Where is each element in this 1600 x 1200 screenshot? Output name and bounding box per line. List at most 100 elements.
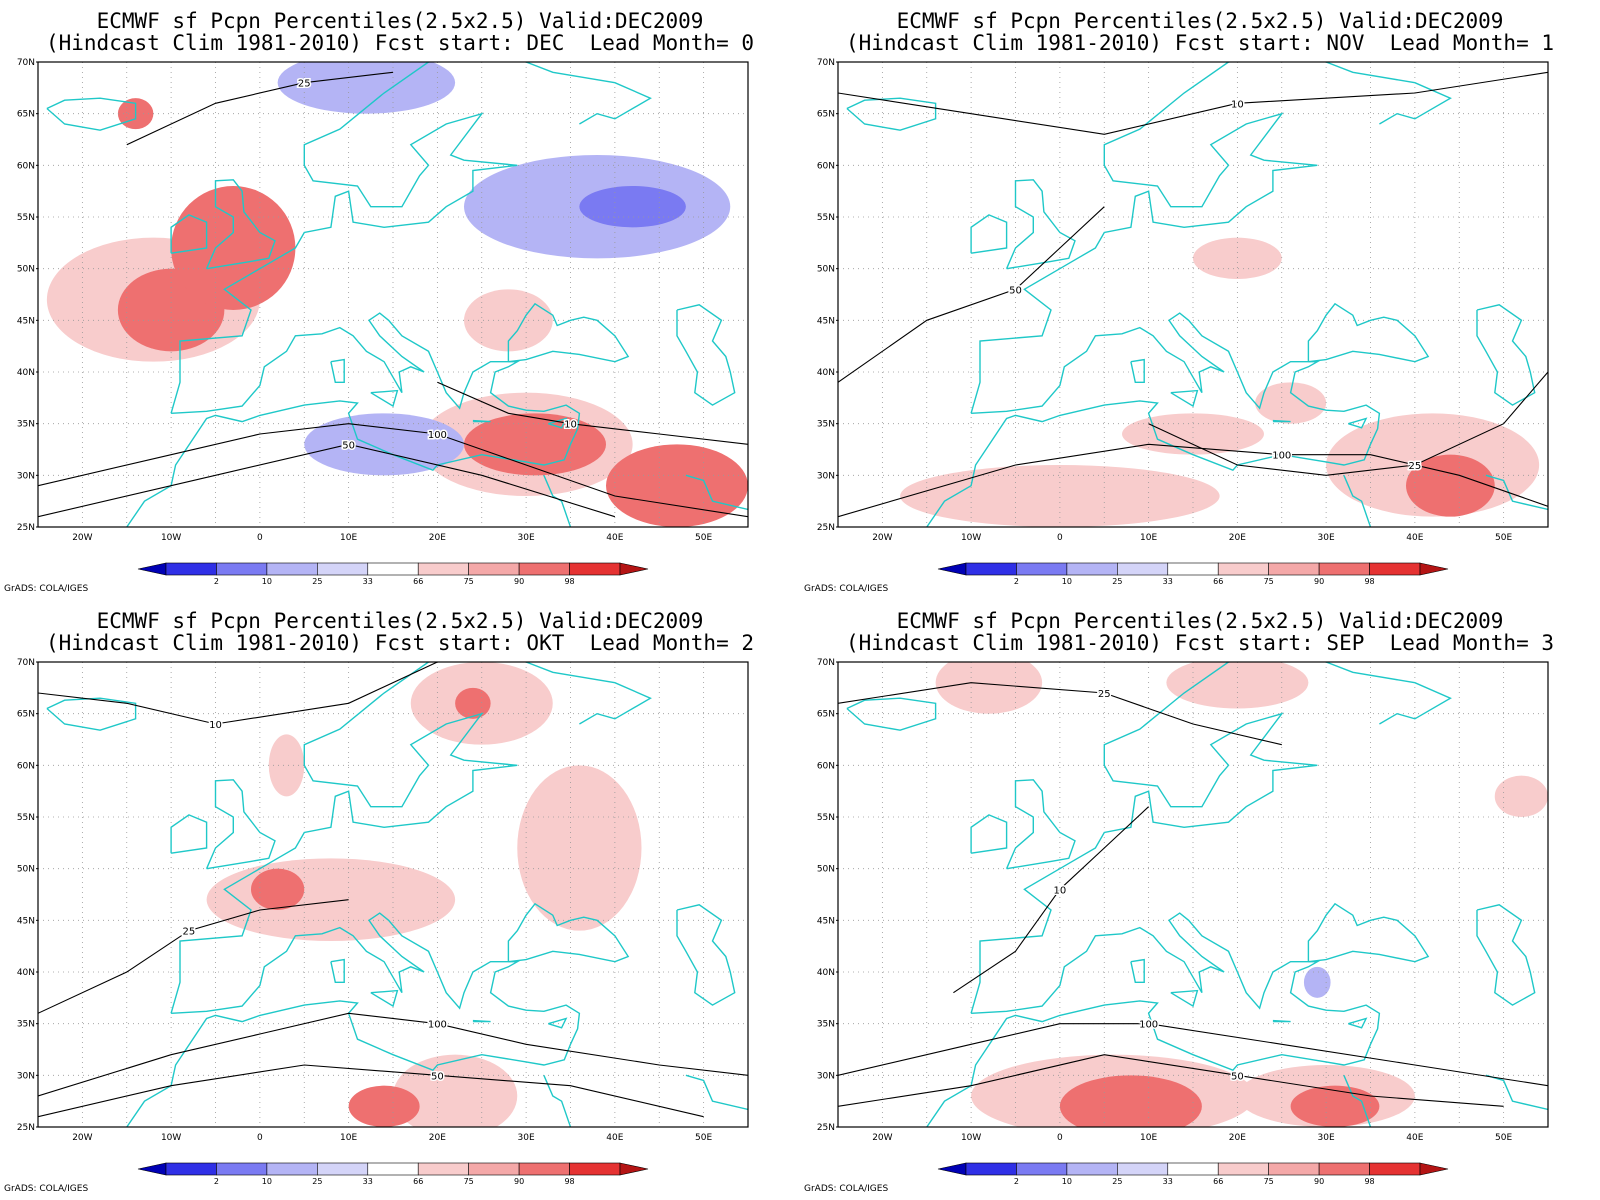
latitude-label: 70N — [817, 658, 835, 668]
coastline — [846, 697, 937, 731]
latitude-label: 65N — [17, 110, 35, 120]
colorbar-swatch — [1167, 1162, 1219, 1176]
coastline — [1476, 304, 1536, 406]
coastline — [472, 1019, 491, 1023]
latitude-label: 60N — [817, 761, 835, 771]
coastline — [1307, 302, 1430, 363]
coastline — [1343, 1075, 1372, 1127]
latitude-label: 40N — [17, 368, 35, 378]
percentile-shading — [1166, 662, 1309, 709]
colorbar-swatch — [417, 1162, 469, 1176]
colorbar-swatch — [1217, 562, 1269, 576]
percentile-shading — [935, 662, 1043, 714]
contour-label: 10 — [1054, 885, 1067, 896]
coastline — [1272, 1019, 1291, 1023]
hindcast-contour — [838, 1023, 1548, 1087]
coastline — [370, 389, 399, 408]
grads-credit: GrADS: COLA/IGES — [804, 584, 889, 594]
hindcast-contour — [953, 806, 1149, 994]
latitude-label: 65N — [17, 710, 35, 720]
colorbar-swatch — [165, 562, 217, 576]
colorbar-label: 98 — [1364, 1177, 1374, 1186]
coastline — [1130, 958, 1145, 983]
contour-label: 50 — [1009, 285, 1022, 296]
longitude-label: 40E — [606, 533, 623, 543]
colorbar-label: 25 — [312, 1177, 322, 1186]
latitude-label: 55N — [17, 813, 35, 823]
colorbar-swatch — [518, 1162, 570, 1176]
coastline — [926, 912, 1381, 1127]
percentile-shading — [1290, 1085, 1380, 1127]
colorbar-label: 2 — [214, 577, 219, 586]
percentile-shading — [1122, 413, 1264, 455]
contour-label: 100 — [428, 430, 447, 441]
latitude-label: 45N — [17, 316, 35, 326]
longitude-label: 50E — [1495, 1133, 1512, 1143]
colorbar: 2 10 25 33 66 75 90 98 — [137, 1162, 649, 1186]
percentile-shading — [393, 1054, 518, 1127]
coastline — [685, 1074, 748, 1111]
hindcast-contour — [838, 206, 1105, 383]
colorbar-label: 33 — [1163, 577, 1173, 586]
colorbar-swatch — [266, 1162, 318, 1176]
colorbar-label: 66 — [1213, 1177, 1223, 1186]
percentile-shading — [1193, 237, 1282, 279]
colorbar-swatch — [1117, 1162, 1169, 1176]
coastline — [126, 912, 581, 1127]
latitude-label: 35N — [17, 1020, 35, 1030]
panel-title-line2: (Hindcast Clim 1981-2010) Fcst start: SE… — [845, 631, 1554, 655]
contour-label: 25 — [1098, 689, 1111, 700]
colorbar-label: 33 — [363, 577, 373, 586]
colorbar-label: 25 — [1112, 1177, 1122, 1186]
longitude-label: 10W — [161, 1133, 181, 1143]
coastline — [330, 958, 345, 983]
colorbar-label: 90 — [514, 1177, 524, 1186]
contour-label: 50 — [1231, 1071, 1244, 1082]
latitude-label: 50N — [817, 865, 835, 875]
colorbar: 2 10 25 33 66 75 90 98 — [937, 1162, 1449, 1186]
latitude-label: 50N — [17, 265, 35, 275]
coastline — [1307, 902, 1430, 963]
longitude-label: 20W — [872, 1133, 892, 1143]
coastline — [970, 662, 1452, 1014]
coastline — [970, 814, 1008, 854]
coastline — [126, 312, 581, 527]
percentile-shading — [464, 413, 606, 476]
coastline — [170, 814, 208, 854]
latitude-label: 55N — [817, 813, 835, 823]
grads-credit: GrADS: COLA/IGES — [4, 584, 89, 594]
hindcast-contour — [38, 662, 438, 725]
colorbar-swatch — [1117, 562, 1169, 576]
colorbar-swatch — [417, 562, 469, 576]
colorbar-label: 75 — [1264, 1177, 1274, 1186]
colorbar-swatch — [1419, 1162, 1449, 1176]
longitude-label: 20E — [429, 533, 446, 543]
latitude-label: 25N — [817, 523, 835, 533]
hindcast-contour — [38, 899, 349, 1014]
percentile-shading — [455, 687, 491, 719]
hindcast-contour — [838, 443, 1548, 518]
coastline — [205, 179, 276, 270]
latitude-label: 50N — [817, 265, 835, 275]
longitude-label: 30E — [518, 533, 535, 543]
percentile-shading — [1406, 454, 1495, 517]
latitude-label: 65N — [817, 710, 835, 720]
coastline — [1130, 358, 1145, 383]
coastline — [205, 779, 276, 870]
longitude-label: 40E — [606, 1133, 623, 1143]
percentile-shading — [348, 1085, 420, 1127]
coastline — [472, 419, 491, 423]
coastline — [170, 214, 208, 254]
latitude-label: 60N — [817, 161, 835, 171]
latitude-label: 40N — [17, 968, 35, 978]
coastline — [1476, 904, 1536, 1006]
coastline — [1348, 417, 1368, 429]
coastline — [370, 989, 399, 1008]
latitude-label: 60N — [17, 161, 35, 171]
colorbar-swatch — [965, 562, 1017, 576]
coastline — [1272, 419, 1291, 423]
percentile-shading — [304, 413, 464, 476]
colorbar-swatch — [216, 1162, 268, 1176]
latitude-label: 35N — [817, 420, 835, 430]
longitude-label: 0 — [1057, 533, 1063, 543]
